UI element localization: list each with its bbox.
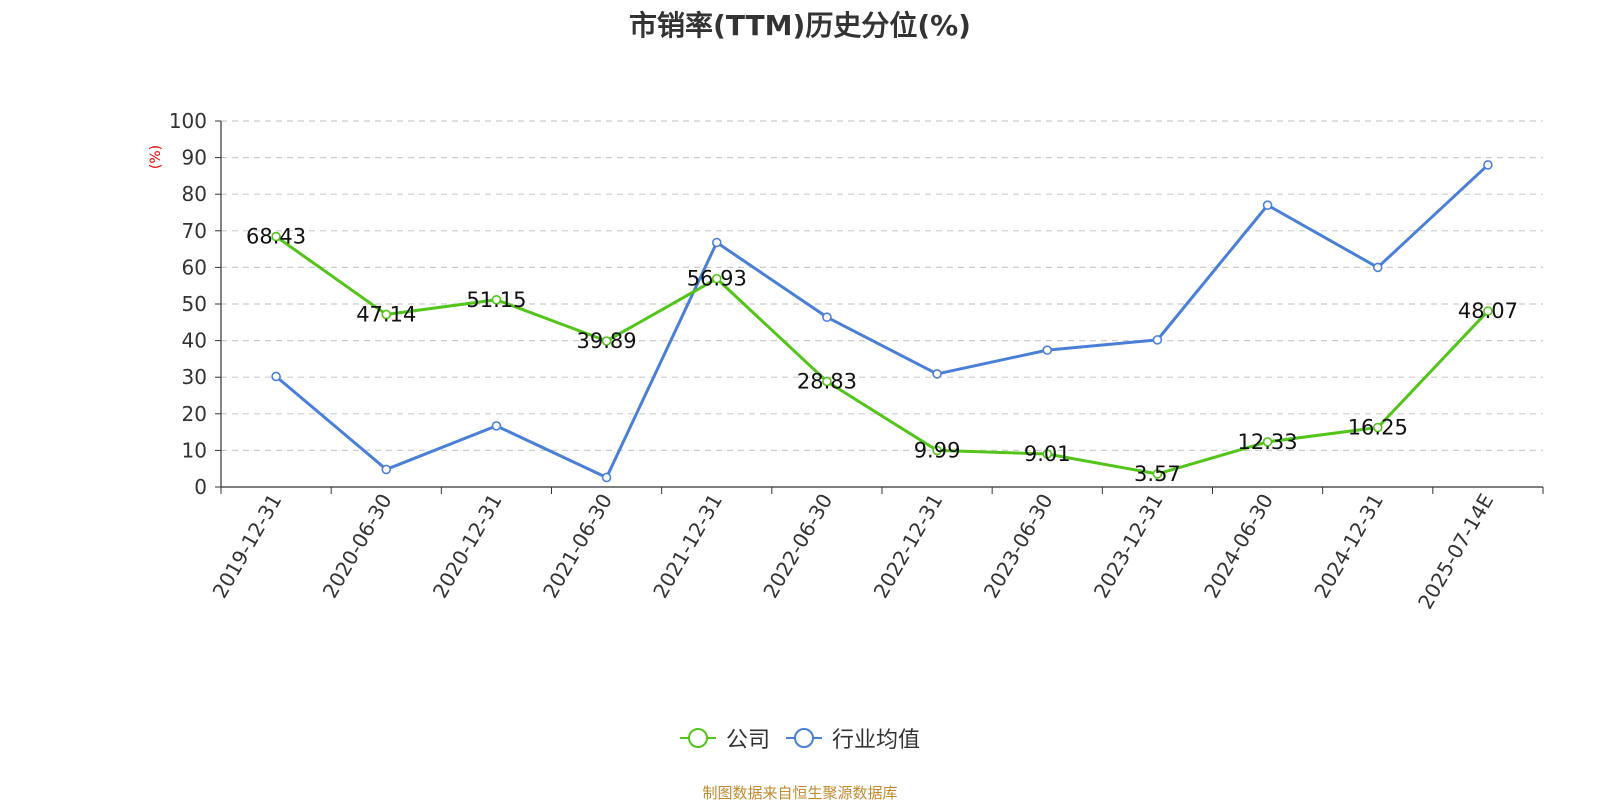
industry-data-point	[271, 371, 281, 382]
x-tick-label: 2020-12-31	[428, 489, 507, 602]
company-data-label: 39.89	[577, 329, 637, 353]
company-data-point	[711, 273, 722, 284]
x-tick-label: 2024-12-31	[1309, 490, 1388, 603]
x-tick-label: 2022-06-30	[758, 490, 837, 603]
x-tick-label: 2024-06-30	[1199, 490, 1278, 603]
company-data-point	[271, 231, 281, 242]
industry-series-line	[275, 163, 1489, 479]
x-tick-label: 2021-06-30	[538, 490, 617, 603]
industry-data-point	[1042, 345, 1053, 355]
company-data-label: 3.57	[1134, 462, 1181, 486]
industry-data-point	[932, 369, 942, 379]
company-data-label: 47.14	[356, 302, 416, 326]
x-tick-label: 2023-06-30	[979, 490, 1058, 603]
x-tick-label: 2022-12-31	[869, 489, 948, 602]
industry-data-point	[1152, 335, 1163, 345]
legend-marker-company	[679, 728, 716, 748]
y-tick-label: 100	[169, 109, 207, 133]
data-source-note: 制图数据来自恒生聚源数据库	[702, 784, 898, 802]
axis-layer: 0 10 20 30 40 50 60 70 80 90 100 2019-12-31 2020-06-…	[169, 109, 1544, 614]
company-data-point	[1262, 437, 1273, 447]
y-tick-label: 70	[182, 219, 207, 243]
legend-item-industry[interactable]: 行业均值	[786, 722, 920, 754]
x-tick-label: 2025-07-14E	[1413, 490, 1498, 614]
company-data-label: 12.33	[1238, 430, 1298, 454]
company-data-point	[491, 294, 502, 305]
y-axis-label: (%)	[148, 145, 164, 169]
industry-data-point	[1262, 200, 1273, 210]
y-tick-label: 10	[182, 438, 207, 462]
company-data-label: 48.07	[1458, 299, 1518, 323]
series-layer	[271, 160, 1493, 483]
industry-data-point	[1483, 160, 1493, 170]
company-data-label: 9.01	[1024, 442, 1071, 466]
legend-item-company[interactable]: 公司	[679, 722, 770, 754]
y-tick-label: 30	[182, 365, 207, 389]
company-data-point	[822, 376, 832, 387]
grid-layer	[221, 120, 1543, 451]
y-tick-label: 60	[182, 255, 207, 279]
y-tick-label: 90	[182, 146, 207, 170]
company-data-point	[1372, 422, 1383, 433]
industry-data-point	[491, 421, 502, 431]
industry-data-point	[822, 312, 832, 322]
chart-title: 市销率(TTM)历史分位(%)	[629, 9, 971, 42]
legend-label-company: 公司	[725, 728, 770, 753]
legend-marker-industry	[786, 728, 822, 748]
legend-label-industry: 行业均值	[832, 728, 921, 753]
company-data-point	[1483, 306, 1493, 316]
y-tick-label: 50	[182, 292, 207, 316]
company-data-point	[381, 309, 392, 320]
x-tick-label: 2020-06-30	[318, 490, 397, 603]
y-tick-label: 0	[194, 475, 207, 499]
x-tick-label: 2023-12-31	[1089, 490, 1168, 603]
company-data-label: 56.93	[687, 267, 747, 291]
company-data-point	[601, 336, 612, 346]
company-data-label: 28.83	[797, 369, 857, 393]
y-tick-label: 40	[182, 329, 207, 353]
company-series-line	[275, 235, 1490, 476]
company-data-label: 51.15	[466, 288, 526, 312]
company-data-label: 9.99	[914, 438, 961, 462]
x-tick-label: 2021-12-31	[648, 490, 727, 603]
company-data-label: 16.25	[1348, 416, 1408, 440]
company-data-point	[932, 445, 942, 456]
industry-data-point	[711, 237, 722, 248]
industry-data-point	[601, 472, 612, 483]
y-tick-label: 20	[182, 402, 207, 426]
legend: 公司 行业均值	[0, 722, 1600, 754]
x-tick-label: 2019-12-31	[208, 490, 287, 603]
line-chart: 0 10 20 30 40 50 60 70 80 90 100 2019-12-31 2020-06-…	[148, 109, 1544, 614]
company-data-point	[1042, 449, 1053, 459]
company-data-point	[1152, 469, 1163, 479]
industry-data-point	[1372, 262, 1383, 273]
label-layer: 68.43 47.14 51.15 39.89 56.93 28.83 9.99 9.01 3.…	[246, 225, 1518, 486]
y-tick-label: 80	[182, 182, 207, 206]
industry-data-point	[381, 464, 392, 475]
company-data-label: 68.43	[246, 225, 306, 249]
